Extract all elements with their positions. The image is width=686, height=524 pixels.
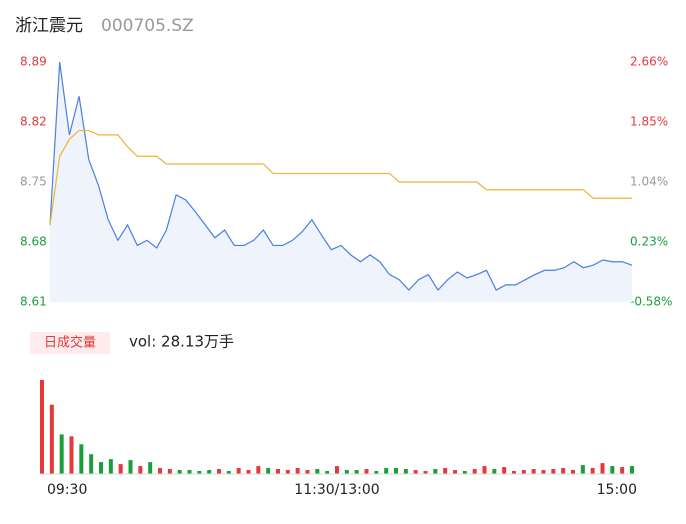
stock-name: 浙江震元 (15, 16, 83, 36)
stock-code: 000705.SZ (101, 16, 194, 36)
volume-bar (335, 466, 339, 474)
volume-bar (99, 462, 103, 474)
volume-bar (276, 469, 280, 474)
y-tick-label: 8.61 (20, 295, 47, 309)
volume-bar (158, 468, 162, 474)
volume-bar (394, 468, 398, 474)
volume-bar (561, 468, 566, 474)
volume-bar (403, 469, 408, 474)
y-tick-label: 8.82 (20, 115, 47, 129)
volume-bar (433, 469, 438, 474)
y2-tick-label: 1.85% (630, 115, 668, 129)
volume-bar (482, 466, 487, 474)
x-tick-label: 15:00 (597, 482, 637, 498)
tag-bg (30, 332, 110, 354)
volume-bar (305, 470, 310, 474)
volume-bar (600, 463, 605, 474)
volume-bar (108, 459, 113, 474)
volume-bar (246, 470, 251, 474)
y2-tick-label: 0.23% (630, 235, 668, 249)
volume-bar (266, 468, 271, 474)
volume-bar (541, 470, 546, 474)
y2-tick-label: -0.58% (630, 295, 672, 309)
volume-bar (177, 470, 182, 474)
volume-bar (580, 465, 585, 474)
volume-bar (118, 464, 123, 474)
volume-bar (148, 462, 153, 474)
volume-bar (325, 471, 330, 474)
volume-bar (89, 454, 94, 474)
volume-bar (620, 467, 625, 474)
volume-bar (197, 471, 202, 474)
volume-bar (590, 468, 595, 474)
x-tick-label: 09:30 (47, 482, 87, 498)
volume-bar (521, 470, 526, 474)
volume-bar (256, 466, 261, 474)
volume-bar (502, 467, 507, 474)
volume-bar (384, 468, 389, 474)
volume-bar (79, 444, 84, 474)
volume-bar (49, 404, 54, 474)
price-area (50, 62, 632, 302)
volume-bar (374, 471, 379, 474)
volume-bar (344, 470, 349, 474)
volume-bar (354, 470, 359, 474)
volume-bar (512, 471, 516, 474)
volume-bar (423, 471, 428, 474)
volume-bar (472, 469, 477, 474)
y2-tick-label: 2.66% (630, 55, 668, 69)
y-tick-label: 8.75 (20, 175, 47, 189)
volume-bar (364, 469, 369, 474)
volume-bar (571, 470, 575, 474)
price-line (49, 61, 633, 291)
volume-bar (167, 469, 172, 474)
volume-bar (531, 469, 536, 474)
y-tick-label: 8.68 (20, 235, 47, 249)
volume-bar (413, 470, 418, 474)
volume-bar (551, 469, 556, 474)
volume-bar (236, 468, 241, 474)
volume-bar (138, 466, 143, 474)
volume-bar (630, 466, 634, 474)
volume-bar (443, 468, 448, 474)
volume-bar (128, 460, 133, 474)
volume-bar (187, 470, 192, 474)
volume-bar (315, 469, 320, 474)
volume-bar (295, 468, 300, 474)
volume-bar (207, 470, 212, 474)
volume-bar (217, 469, 221, 474)
volume-total: vol: 28.13万手 (129, 333, 234, 351)
volume-bar (462, 471, 467, 474)
y-tick-label: 8.89 (20, 55, 47, 69)
volume-bar (59, 434, 64, 474)
y2-tick-label: 1.04% (630, 175, 668, 189)
volume-bar (226, 471, 231, 474)
volume-bar (610, 466, 615, 474)
volume-bar (69, 436, 74, 474)
x-tick-label: 11:30/13:00 (294, 482, 379, 498)
volume-bar (453, 470, 457, 474)
volume-tag: 日成交量 (44, 335, 96, 351)
volume-bar (492, 469, 497, 474)
volume-bar (40, 379, 44, 474)
volume-bar (285, 470, 290, 474)
average-line (49, 129, 632, 225)
